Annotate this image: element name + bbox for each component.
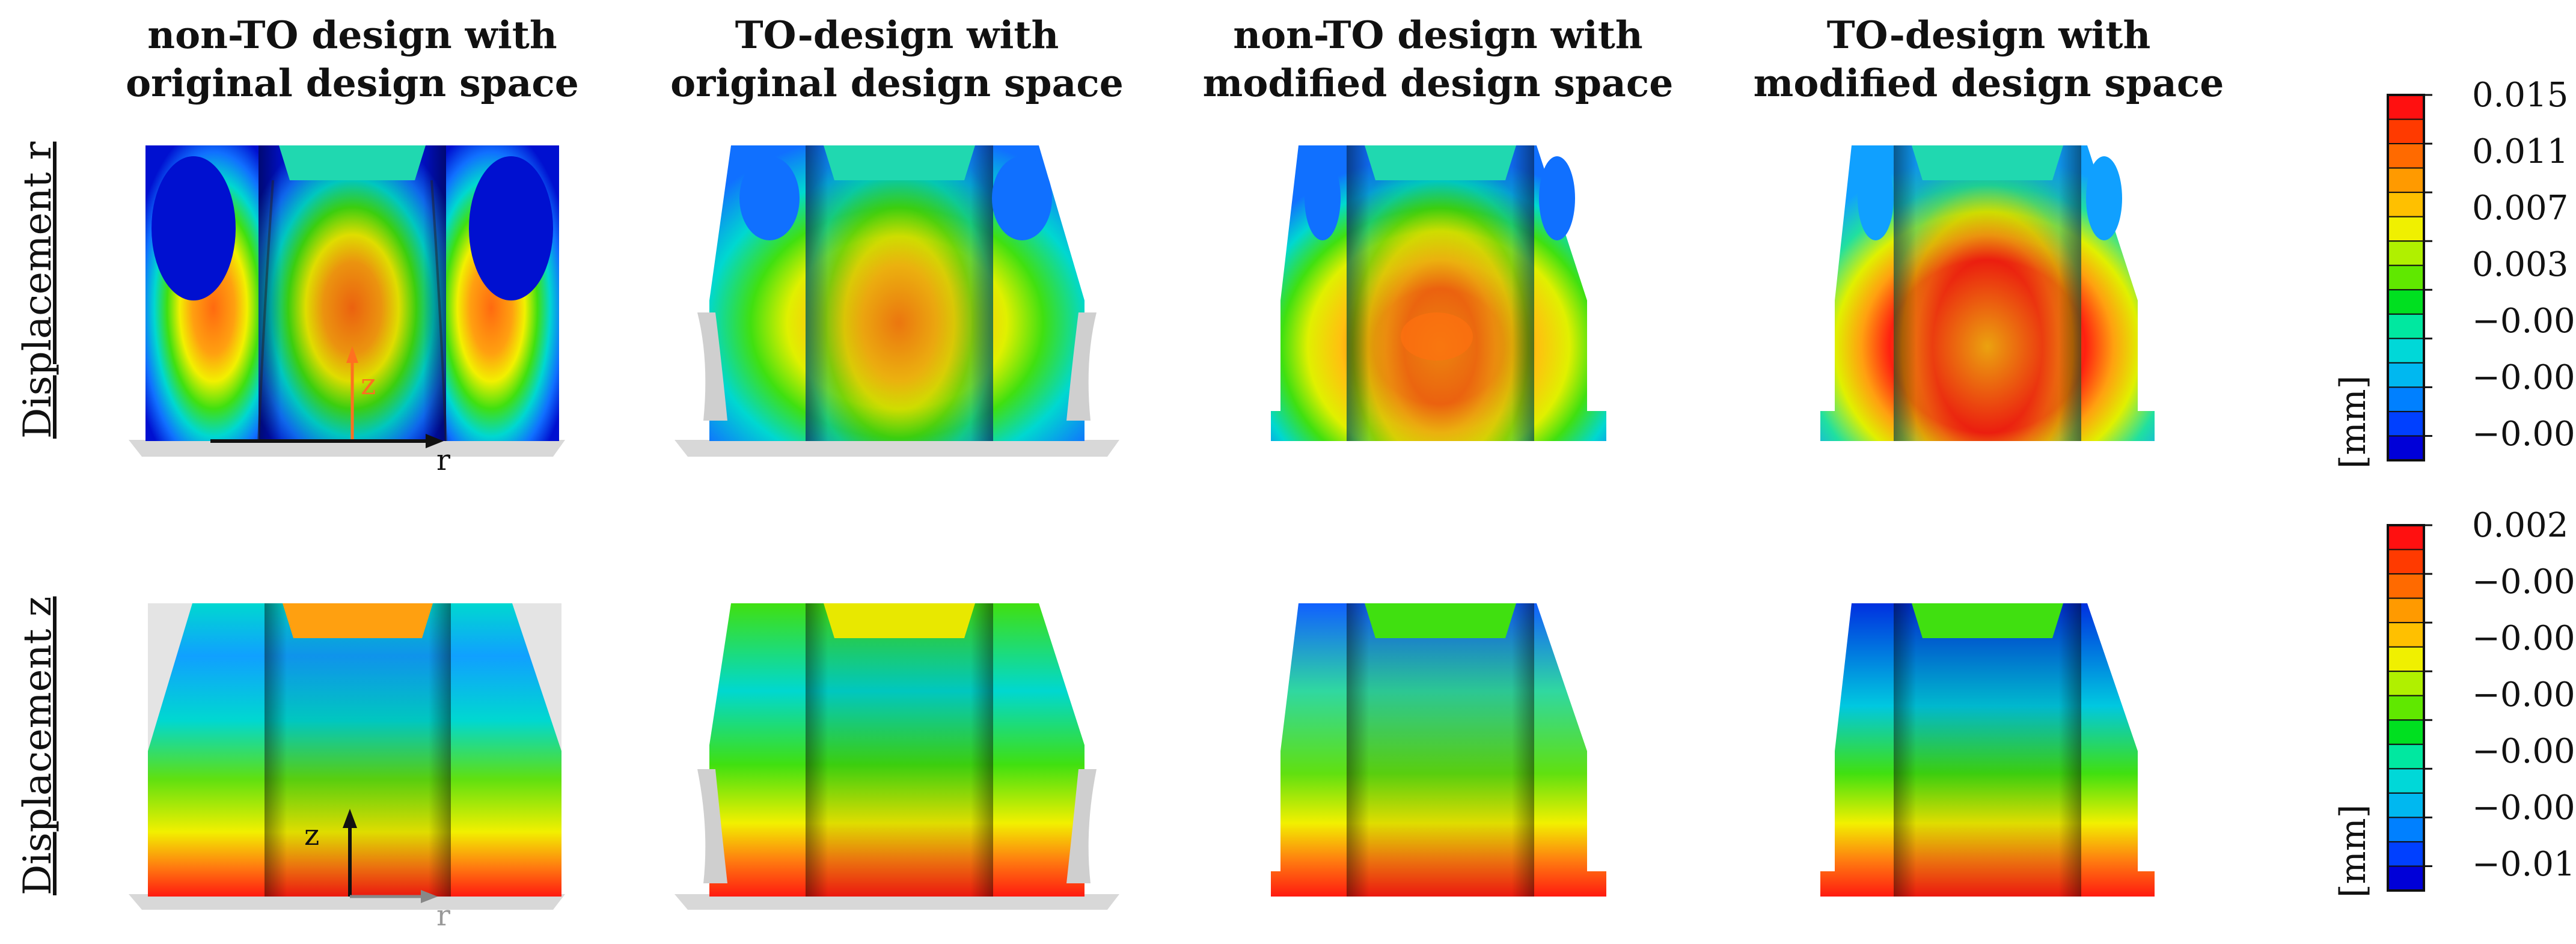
- colorbar-swatch: [2387, 435, 2425, 461]
- colorbar-swatch: [2387, 671, 2425, 696]
- axis-letter-r-row-z: r: [436, 899, 450, 933]
- colorbar-swatch: [2387, 865, 2425, 892]
- colorbar-swatch: [2387, 216, 2425, 242]
- colorbar-swatch: [2387, 525, 2425, 550]
- panel-z-non-to-original: [129, 603, 565, 910]
- colorbar-swatch: [2387, 167, 2425, 193]
- colorbar-frame: [2387, 94, 2425, 461]
- panel-z-to-modified: [1820, 603, 2155, 897]
- colorbar-swatch: [2387, 410, 2425, 437]
- colorbar-1-tick: 0.003: [2472, 245, 2569, 284]
- colorbar-swatch: [2387, 313, 2425, 340]
- colorbar-swatch: [2387, 386, 2425, 412]
- colorbar-2-tick: −0.000: [2472, 562, 2576, 601]
- colorbar-swatch: [2387, 338, 2425, 364]
- panel-r-to-modified: [1820, 145, 2155, 441]
- colorbar-1-tick: −0.005: [2472, 358, 2576, 397]
- colorbar-swatch: [2387, 792, 2425, 818]
- column-title-3: non-TO design with modified design space: [1167, 11, 1709, 107]
- axis-letter-z-row-r: z: [361, 368, 376, 401]
- column-title-1-line1: non-TO design with: [147, 13, 557, 57]
- column-title-3-line1: non-TO design with: [1233, 13, 1643, 57]
- column-title-1-line2: original design space: [126, 61, 579, 105]
- colorbar-swatch: [2387, 768, 2425, 794]
- colorbar-swatch: [2387, 743, 2425, 770]
- colorbar-swatch: [2387, 646, 2425, 672]
- colorbar-1-unit: [mm]: [2333, 375, 2373, 469]
- panel-r-to-original: [675, 145, 1119, 457]
- colorbar-1-tick: 0.007: [2472, 189, 2569, 228]
- colorbar-2-unit: [mm]: [2333, 804, 2373, 898]
- colorbar-2-tick: −0.009: [2472, 788, 2576, 827]
- colorbar-swatch: [2387, 192, 2425, 218]
- colorbar-1-tick: −0.009: [2472, 415, 2576, 454]
- panel-z-to-original: [675, 603, 1119, 910]
- colorbar-swatch: [2387, 118, 2425, 145]
- row-label-displacement-z: Displacement z: [16, 596, 60, 896]
- colorbar-displacement-z: [2387, 524, 2432, 892]
- column-title-4-line2: modified design space: [1753, 61, 2224, 105]
- colorbar-2-tick: −0.007: [2472, 732, 2576, 771]
- colorbar-2-tick: −0.011: [2472, 845, 2576, 884]
- colorbar-swatch: [2387, 573, 2425, 599]
- row-label-displacement-r: Displacement r: [16, 141, 60, 439]
- colorbar-swatch: [2387, 719, 2425, 745]
- panel-r-non-to-original: [129, 145, 565, 457]
- colorbar-1-tick: 0.011: [2472, 132, 2569, 171]
- colorbar-swatch: [2387, 695, 2425, 721]
- column-title-2-line2: original design space: [670, 61, 1124, 105]
- column-title-4-line1: TO-design with: [1826, 13, 2151, 57]
- colorbar-2-tick: −0.004: [2472, 675, 2576, 714]
- colorbar-swatch: [2387, 597, 2425, 624]
- colorbar-2-tick: 0.002: [2472, 506, 2569, 545]
- axis-letter-z-row-z: z: [304, 818, 320, 852]
- axis-letter-r-row-r: r: [436, 443, 450, 477]
- colorbar-swatch: [2387, 817, 2425, 842]
- colorbar-swatch: [2387, 143, 2425, 169]
- colorbar-swatch: [2387, 289, 2425, 315]
- panel-z-non-to-modified: [1271, 603, 1606, 897]
- column-title-4: TO-design with modified design space: [1718, 11, 2259, 107]
- column-title-2: TO-design with original design space: [626, 11, 1167, 107]
- colorbar-swatch: [2387, 622, 2425, 648]
- colorbar-frame: [2387, 524, 2425, 892]
- panel-r-non-to-modified: [1271, 145, 1606, 441]
- axes-z-row: [343, 809, 438, 903]
- colorbar-2-tick: −0.002: [2472, 619, 2576, 658]
- colorbar-swatch: [2387, 549, 2425, 575]
- colorbar-1-tick: −0.001: [2472, 302, 2576, 341]
- column-title-1: non-TO design with original design space: [82, 11, 623, 107]
- column-title-2-line1: TO-design with: [735, 13, 1059, 57]
- colorbar-displacement-r: [2387, 94, 2432, 461]
- colorbar-swatch: [2387, 240, 2425, 266]
- column-title-3-line2: modified design space: [1202, 61, 1674, 105]
- colorbar-swatch: [2387, 264, 2425, 291]
- axes-r-row: [210, 346, 444, 448]
- colorbar-1-tick: 0.015: [2472, 76, 2569, 115]
- colorbar-swatch: [2387, 94, 2425, 120]
- colorbar-swatch: [2387, 362, 2425, 388]
- colorbar-swatch: [2387, 841, 2425, 867]
